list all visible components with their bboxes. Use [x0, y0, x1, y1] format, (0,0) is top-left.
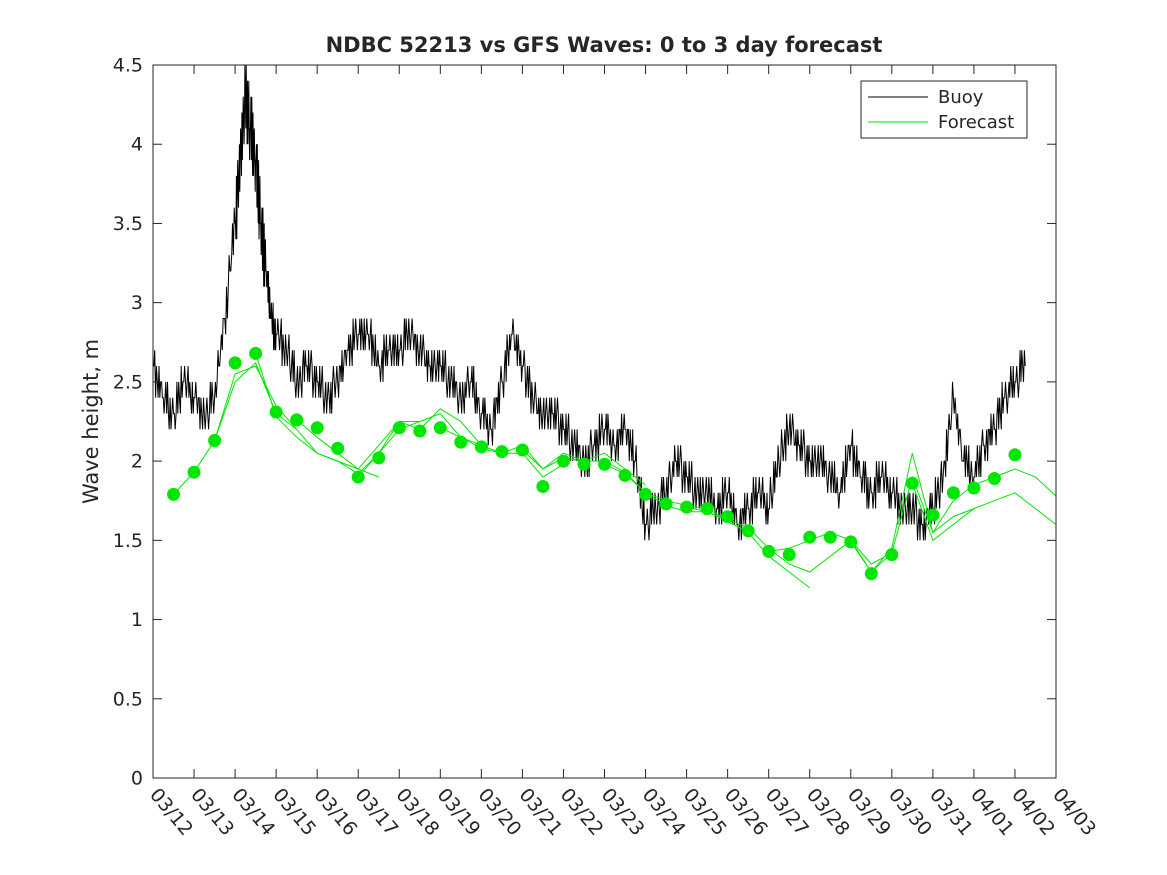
forecast-point: [351, 470, 365, 484]
forecast-point: [741, 524, 755, 538]
forecast-point: [864, 567, 878, 581]
forecast-point: [1008, 448, 1022, 462]
forecast-point: [987, 472, 1001, 485]
forecast-run-line-12: [911, 483, 1057, 542]
x-tick-label: 03/26: [720, 784, 772, 840]
plot-area: [153, 65, 1056, 778]
forecast-point: [413, 424, 427, 438]
forecast-point: [310, 421, 324, 435]
forecast-run-line-2: [214, 365, 379, 478]
x-tick-label: 03/30: [884, 784, 936, 840]
x-tick-label: 03/20: [474, 784, 526, 840]
x-tick-label: 03/22: [556, 784, 608, 840]
x-tick-label: 03/29: [843, 784, 895, 840]
x-tick-label: 03/14: [227, 784, 279, 840]
forecast-point: [515, 443, 529, 457]
forecast-point: [598, 457, 611, 471]
x-tick-label: 03/19: [432, 784, 484, 840]
forecast-point: [823, 530, 837, 544]
y-tick-label: 0.5: [113, 688, 143, 710]
y-tick-label: 2.5: [113, 371, 143, 393]
legend-box: [860, 80, 1028, 139]
x-tick-label: 03/27: [761, 784, 813, 840]
forecast-point: [926, 508, 940, 522]
forecast-point: [474, 440, 488, 454]
forecast-point: [905, 476, 919, 490]
forecast-point: [639, 487, 652, 501]
forecast-point: [495, 445, 509, 459]
x-tick-label: 03/25: [679, 784, 731, 840]
y-tick-label: 4.5: [113, 55, 143, 77]
forecast-point: [577, 457, 591, 471]
y-axis-label: Wave height, m: [79, 339, 103, 504]
forecast-point: [433, 421, 447, 435]
x-tick-label: 03/15: [268, 784, 320, 840]
forecast-point: [844, 535, 858, 549]
forecast-point: [454, 435, 468, 449]
forecast-point: [721, 510, 735, 524]
forecast-run-line-4: [296, 413, 482, 470]
forecast-point: [269, 405, 283, 419]
forecast-run-line-9: [686, 506, 893, 573]
x-tick-label: 03/12: [145, 784, 197, 840]
forecast-point: [187, 465, 201, 479]
chart-title: NDBC 52213 vs GFS Waves: 0 to 3 day fore…: [326, 33, 883, 57]
forecast-point: [967, 481, 981, 495]
forecast-run-line-11: [850, 453, 1057, 573]
x-tick-label: 03/16: [309, 784, 361, 840]
buoy-series-line: [153, 64, 1026, 541]
forecast-run-line-10: [768, 475, 975, 565]
forecast-point: [762, 544, 776, 558]
forecast-point: [782, 548, 796, 562]
x-tick-label: 03/13: [186, 784, 238, 840]
legend: Buoy Forecast: [860, 80, 1028, 139]
forecast-point: [659, 497, 673, 511]
x-tick-label: 03/21: [515, 784, 567, 840]
forecast-point: [803, 530, 817, 544]
forecast-point: [372, 451, 386, 465]
x-tick-label: 04/01: [966, 784, 1018, 840]
legend-buoy-label: Buoy: [938, 87, 984, 108]
forecast-point: [208, 434, 222, 447]
x-tick-label: 03/23: [597, 784, 649, 840]
x-tick-label: 04/03: [1048, 784, 1100, 840]
x-tick-label: 03/28: [802, 784, 854, 840]
y-tick-label: 1.5: [113, 530, 143, 552]
forecast-point: [557, 454, 570, 468]
forecast-point: [290, 413, 304, 427]
y-tick-label: 3: [131, 292, 143, 314]
forecast-point: [167, 487, 180, 501]
x-tick-label: 03/17: [350, 784, 402, 840]
forecast-point: [249, 346, 263, 360]
x-tick-label: 04/02: [1007, 784, 1059, 840]
forecast-point: [680, 500, 694, 514]
x-tick-label: 03/31: [925, 784, 977, 840]
forecast-point: [331, 441, 345, 455]
series-layer: [153, 64, 1057, 589]
forecast-point: [946, 486, 960, 500]
x-tick-label: 03/18: [391, 784, 443, 840]
y-tick-label: 2: [131, 451, 143, 473]
x-tick-label: 03/24: [638, 784, 690, 840]
legend-forecast-label: Forecast: [938, 112, 1014, 133]
y-tick-label: 0: [131, 768, 143, 790]
forecast-point: [618, 468, 632, 482]
forecast-point: [392, 421, 406, 435]
forecast-run-line-3: [255, 353, 420, 475]
y-tick-label: 4: [131, 134, 143, 156]
y-tick-label: 1: [131, 609, 143, 631]
forecast-point: [885, 548, 899, 562]
forecast-run-line-5: [357, 408, 564, 478]
forecast-point: [228, 356, 242, 370]
y-tick-label: 3.5: [113, 213, 143, 235]
forecast-point: [536, 480, 550, 493]
forecast-point: [700, 502, 714, 516]
